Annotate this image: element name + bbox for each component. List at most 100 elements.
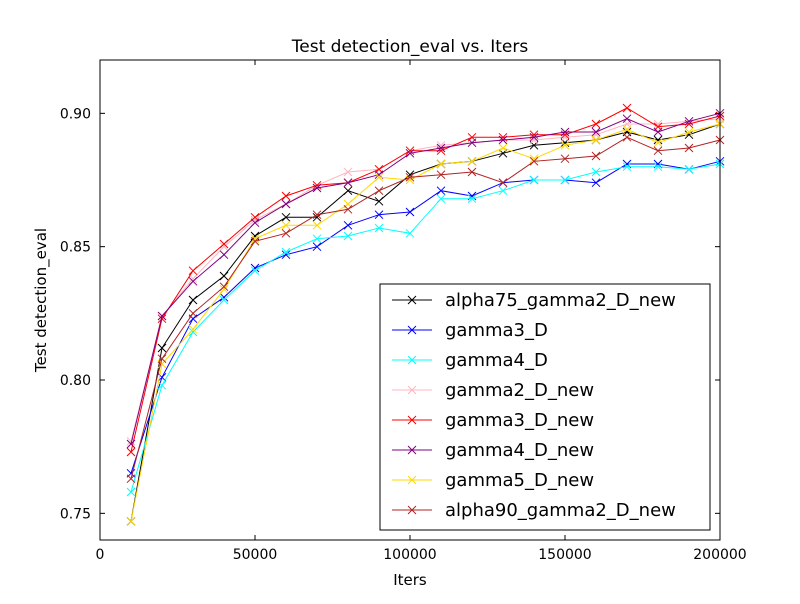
data-point-marker	[591, 135, 601, 145]
axis-layer: 0 50000 100000 150000 200000 0.75 0.80 0.85 0.90	[60, 60, 747, 563]
data-point-marker	[498, 135, 508, 145]
series-gamma5_D_new	[126, 119, 725, 526]
data-point-marker	[591, 127, 601, 137]
data-point-marker	[467, 194, 477, 204]
data-point-marker	[591, 119, 601, 129]
data-point-marker	[622, 114, 632, 124]
data-point-marker	[219, 239, 229, 249]
data-point-marker	[343, 178, 353, 188]
data-point-marker	[374, 210, 384, 220]
data-point-marker	[374, 172, 384, 182]
data-point-marker	[188, 276, 198, 286]
data-point-marker	[250, 266, 260, 276]
data-point-marker	[560, 175, 570, 185]
data-point-marker	[467, 138, 477, 148]
legend-label: gamma4_D	[445, 350, 548, 371]
legend: alpha75_gamma2_D_new gamma3_D gamma4_Dgamm…	[379, 283, 711, 531]
data-point-marker	[312, 242, 322, 252]
legend-marker	[407, 475, 417, 485]
data-point-marker	[405, 228, 415, 238]
data-point-marker	[684, 143, 694, 153]
data-point-marker	[405, 148, 415, 158]
legend-entry: gamma3_D	[392, 320, 548, 341]
data-point-marker	[250, 263, 260, 273]
legend-marker	[407, 445, 417, 455]
legend-marker	[407, 505, 417, 515]
data-point-marker	[157, 314, 167, 324]
legend-entry: gamma3_D_new	[392, 410, 594, 431]
x-axis-label: Iters	[393, 571, 427, 589]
data-point-marker	[560, 127, 570, 137]
data-point-marker	[157, 380, 167, 390]
data-point-marker	[281, 250, 291, 260]
data-point-marker	[684, 127, 694, 137]
data-point-marker	[219, 250, 229, 260]
data-point-marker	[622, 162, 632, 172]
data-point-marker	[622, 124, 632, 134]
data-point-marker	[498, 178, 508, 188]
legend-entry: gamma4_D	[392, 350, 548, 371]
data-point-marker	[653, 146, 663, 156]
series-layer	[126, 103, 725, 526]
series-gamma4_D	[126, 159, 725, 497]
series-line	[130, 123, 721, 522]
x-tick-label: 200000	[693, 547, 746, 563]
legend-marker	[407, 325, 417, 335]
data-point-marker	[250, 236, 260, 246]
series-gamma4_D_new	[126, 108, 725, 449]
data-point-marker	[560, 154, 570, 164]
data-point-marker	[343, 186, 353, 196]
data-point-marker	[591, 167, 601, 177]
series-line	[130, 163, 721, 493]
data-point-marker	[622, 103, 632, 113]
data-point-marker	[219, 242, 229, 252]
data-point-marker	[281, 220, 291, 230]
data-point-marker	[343, 231, 353, 241]
data-point-marker	[219, 284, 229, 294]
legend-label: gamma3_D	[445, 320, 548, 341]
legend-label: gamma5_D_new	[445, 470, 594, 491]
legend-entry: alpha75_gamma2_D_new	[392, 290, 676, 311]
data-point-marker	[374, 223, 384, 233]
legend-marker	[407, 355, 417, 365]
data-point-marker	[250, 218, 260, 228]
legend-marker	[407, 385, 417, 395]
data-point-marker	[684, 119, 694, 129]
data-point-marker	[467, 167, 477, 177]
legend-label: gamma4_D_new	[445, 440, 594, 461]
y-tick-label: 0.85	[60, 240, 91, 256]
data-point-marker	[312, 183, 322, 193]
data-point-marker	[250, 215, 260, 225]
data-point-marker	[343, 204, 353, 214]
data-point-marker	[529, 132, 539, 142]
data-point-marker	[126, 487, 136, 497]
legend-label: alpha75_gamma2_D_new	[445, 290, 676, 311]
legend-entry: gamma5_D_new	[392, 470, 594, 491]
data-point-marker	[529, 175, 539, 185]
data-point-marker	[622, 132, 632, 142]
data-point-marker	[126, 447, 136, 457]
data-point-marker	[281, 228, 291, 238]
data-point-marker	[281, 199, 291, 209]
x-tick-label: 150000	[538, 547, 591, 563]
data-point-marker	[436, 194, 446, 204]
data-point-marker	[653, 135, 663, 145]
data-point-marker	[188, 327, 198, 337]
data-point-marker	[374, 186, 384, 196]
data-point-marker	[219, 282, 229, 292]
data-point-marker	[498, 143, 508, 153]
x-tick-label: 50000	[233, 547, 278, 563]
data-point-marker	[343, 167, 353, 177]
data-point-marker	[436, 143, 446, 153]
data-point-marker	[250, 234, 260, 244]
data-point-marker	[188, 324, 198, 334]
data-point-marker	[343, 220, 353, 230]
data-point-marker	[188, 308, 198, 318]
data-point-marker	[219, 271, 229, 281]
series-line	[130, 123, 721, 522]
data-point-marker	[498, 186, 508, 196]
data-point-marker	[281, 212, 291, 222]
data-point-marker	[188, 295, 198, 305]
legend-marker	[407, 295, 417, 305]
